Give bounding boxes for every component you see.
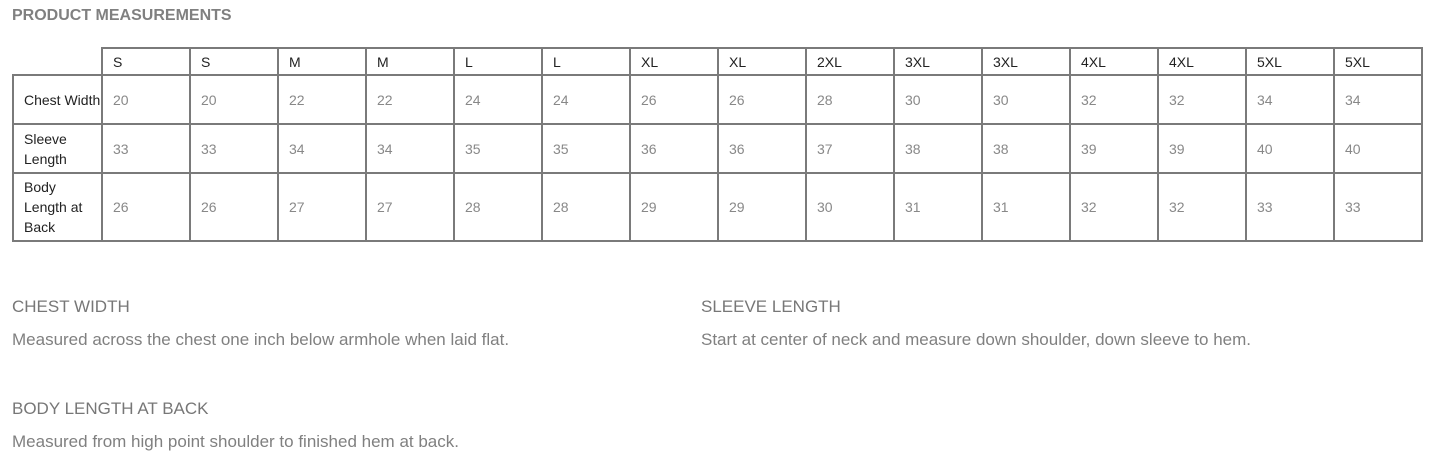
table-cell: 32 bbox=[1157, 74, 1247, 125]
table-cell: 37 bbox=[805, 123, 895, 174]
table-cell: 31 bbox=[981, 172, 1071, 242]
row-label: Chest Width bbox=[12, 74, 103, 125]
table-cell: 33 bbox=[1333, 172, 1423, 242]
section-sleeve-length: SLEEVE LENGTH Start at center of neck an… bbox=[701, 297, 1251, 350]
table-cell: 26 bbox=[189, 172, 279, 242]
table-cell: 22 bbox=[365, 74, 455, 125]
corner-cell bbox=[13, 48, 103, 76]
table-cell: 26 bbox=[101, 172, 191, 242]
table-cell: 28 bbox=[805, 74, 895, 125]
size-header: 3XL bbox=[981, 47, 1071, 76]
size-header: XL bbox=[717, 47, 807, 76]
section-text: Start at center of neck and measure down… bbox=[701, 330, 1251, 349]
table-cell: 29 bbox=[629, 172, 719, 242]
section-chest-width: CHEST WIDTH Measured across the chest on… bbox=[12, 297, 509, 350]
section-body-length: BODY LENGTH AT BACK Measured from high p… bbox=[12, 399, 459, 452]
table-cell: 34 bbox=[365, 123, 455, 174]
size-header: XL bbox=[629, 47, 719, 76]
table-cell: 34 bbox=[1333, 74, 1423, 125]
measurements-table: S S M M L L XL XL 2XL 3XL 3XL 4XL 4XL 5XL 5XL Chest Wid… bbox=[12, 47, 1423, 242]
size-header: M bbox=[277, 47, 367, 76]
table-cell: 32 bbox=[1069, 74, 1159, 125]
table-cell: 27 bbox=[277, 172, 367, 242]
size-header: 5XL bbox=[1245, 47, 1335, 76]
size-header: 4XL bbox=[1069, 47, 1159, 76]
size-header: M bbox=[365, 47, 455, 76]
table-cell: 35 bbox=[453, 123, 543, 174]
table-cell: 36 bbox=[717, 123, 807, 174]
table-cell: 33 bbox=[1245, 172, 1335, 242]
section-text: Measured across the chest one inch below… bbox=[12, 330, 510, 349]
table-cell: 38 bbox=[893, 123, 983, 174]
table-row: Sleeve Length 33 33 34 34 35 35 36 36 37 38 38 39 39 4… bbox=[12, 123, 1423, 174]
row-label: Body Length at Back bbox=[12, 172, 103, 242]
table-cell: 20 bbox=[189, 74, 279, 125]
table-cell: 28 bbox=[541, 172, 631, 242]
table-cell: 32 bbox=[1157, 172, 1247, 242]
table-cell: 27 bbox=[365, 172, 455, 242]
table-cell: 39 bbox=[1069, 123, 1159, 174]
table-cell: 26 bbox=[717, 74, 807, 125]
section-text: Measured from high point shoulder to fin… bbox=[12, 432, 459, 451]
page-title: PRODUCT MEASUREMENTS bbox=[12, 7, 232, 24]
table-cell: 24 bbox=[453, 74, 543, 125]
table-cell: 24 bbox=[541, 74, 631, 125]
table-cell: 26 bbox=[629, 74, 719, 125]
row-label: Sleeve Length bbox=[12, 123, 103, 174]
table-cell: 30 bbox=[893, 74, 983, 125]
table-cell: 32 bbox=[1069, 172, 1159, 242]
table-row: Chest Width 20 20 22 22 24 24 26 26 28 30 30 32 32 34 3… bbox=[12, 74, 1423, 125]
table-cell: 36 bbox=[629, 123, 719, 174]
table-cell: 33 bbox=[101, 123, 191, 174]
table-cell: 29 bbox=[717, 172, 807, 242]
table-cell: 22 bbox=[277, 74, 367, 125]
size-header: S bbox=[189, 47, 279, 76]
size-header: S bbox=[101, 47, 191, 76]
table-cell: 33 bbox=[189, 123, 279, 174]
table-cell: 31 bbox=[893, 172, 983, 242]
table-cell: 38 bbox=[981, 123, 1071, 174]
table-cell: 28 bbox=[453, 172, 543, 242]
table-cell: 40 bbox=[1245, 123, 1335, 174]
table-cell: 39 bbox=[1157, 123, 1247, 174]
table-cell: 40 bbox=[1333, 123, 1423, 174]
size-header: 3XL bbox=[893, 47, 983, 76]
size-header: L bbox=[541, 47, 631, 76]
section-heading: CHEST WIDTH bbox=[12, 297, 130, 316]
section-heading: SLEEVE LENGTH bbox=[701, 297, 841, 316]
size-header: 5XL bbox=[1333, 47, 1423, 76]
size-header: 2XL bbox=[805, 47, 895, 76]
table-cell: 34 bbox=[277, 123, 367, 174]
header-row: S S M M L L XL XL 2XL 3XL 3XL 4XL 4XL 5XL 5XL bbox=[13, 47, 1423, 76]
table-cell: 20 bbox=[101, 74, 191, 125]
table-row: Body Length at Back 26 26 27 27 28 28 29 29 30 31 3… bbox=[12, 172, 1423, 242]
section-heading: BODY LENGTH AT BACK bbox=[12, 399, 209, 418]
table-cell: 34 bbox=[1245, 74, 1335, 125]
size-header: L bbox=[453, 47, 543, 76]
size-header: 4XL bbox=[1157, 47, 1247, 76]
table-cell: 30 bbox=[805, 172, 895, 242]
table-cell: 30 bbox=[981, 74, 1071, 125]
table-cell: 35 bbox=[541, 123, 631, 174]
